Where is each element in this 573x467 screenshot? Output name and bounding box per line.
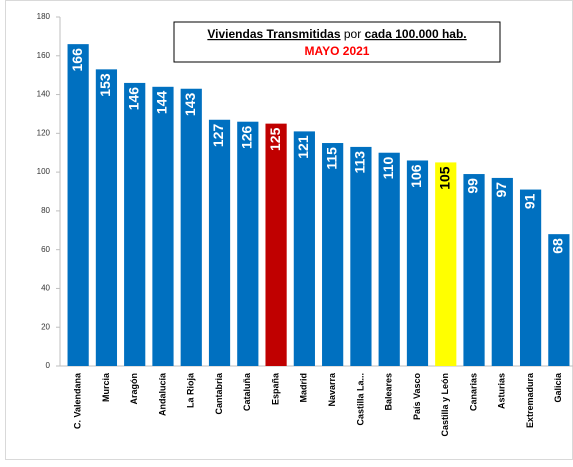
y-tick-label: 60	[41, 245, 50, 254]
x-tick-label: Galicia	[553, 372, 563, 403]
value-label: 143	[182, 93, 198, 117]
bar	[548, 234, 570, 366]
y-tick-label: 20	[41, 322, 50, 331]
chart-title: Viviendas Transmitidas por cada 100.000 …	[207, 27, 466, 41]
value-label: 125	[267, 127, 283, 151]
title-part: cada 100.000 hab.	[365, 27, 467, 41]
bar	[180, 88, 202, 366]
value-label: 97	[493, 182, 509, 198]
bar	[491, 177, 513, 366]
x-tick-label: Cantabria	[214, 372, 224, 415]
value-label: 99	[465, 178, 481, 194]
bar	[519, 189, 542, 366]
x-tick-label: Canarias	[468, 373, 478, 411]
value-label: 146	[125, 87, 141, 111]
x-tick-label: Andalucía	[157, 372, 167, 416]
x-tick-label: España	[270, 372, 280, 405]
title-part: por	[344, 27, 361, 41]
chart-subtitle: MAYO 2021	[305, 44, 370, 58]
value-label: 144	[154, 91, 170, 115]
y-tick-label: 40	[41, 284, 50, 293]
x-tick-label: C. Valendana	[73, 372, 83, 429]
value-label: 166	[69, 48, 85, 72]
x-tick-label: Extremadura	[525, 372, 535, 428]
x-tick-label: Aragón	[129, 373, 139, 405]
value-label: 121	[295, 135, 311, 159]
y-tick-label: 80	[41, 206, 50, 215]
x-tick-label: Madrid	[299, 373, 309, 403]
bar	[463, 174, 485, 366]
value-label: 68	[550, 238, 566, 254]
y-tick-label: 160	[37, 51, 51, 60]
y-tick-label: 140	[37, 90, 51, 99]
value-label: 105	[436, 166, 452, 190]
value-label: 91	[521, 193, 537, 209]
bar	[378, 152, 400, 366]
bar	[237, 121, 259, 366]
bar	[293, 131, 315, 366]
bar	[322, 143, 344, 366]
bar	[208, 119, 231, 366]
value-label: 106	[408, 164, 424, 188]
bar	[265, 123, 287, 366]
x-tick-label: Castilla y León	[440, 373, 450, 437]
bar	[95, 69, 118, 366]
value-label: 110	[380, 157, 396, 180]
y-tick-label: 100	[37, 167, 51, 176]
y-tick-label: 0	[46, 361, 51, 370]
bar	[67, 44, 89, 367]
x-tick-label: Navarra	[327, 372, 337, 407]
y-tick-label: 180	[37, 12, 51, 21]
x-tick-label: Murcia	[101, 372, 111, 402]
chart-border	[5, 0, 573, 460]
value-label: 126	[239, 125, 255, 149]
bar	[435, 162, 457, 366]
x-tick-label: Asturias	[497, 373, 507, 409]
title-part: Viviendas Transmitidas	[207, 27, 340, 41]
value-label: 153	[97, 73, 113, 97]
bar	[124, 82, 146, 366]
title-box	[173, 21, 501, 63]
bar	[350, 146, 372, 366]
x-tick-label: La Rioja	[186, 372, 196, 408]
x-tick-label: País Vasco	[412, 373, 422, 421]
x-tick-label: Baleares	[384, 373, 394, 411]
bar	[406, 160, 429, 366]
bar	[152, 86, 174, 367]
value-label: 115	[323, 147, 339, 170]
x-tick-label: Castilla La...	[355, 373, 365, 426]
value-label: 113	[352, 151, 368, 174]
x-tick-label: Cataluña	[242, 372, 252, 411]
value-label: 127	[210, 124, 226, 148]
y-tick-label: 120	[37, 128, 51, 137]
